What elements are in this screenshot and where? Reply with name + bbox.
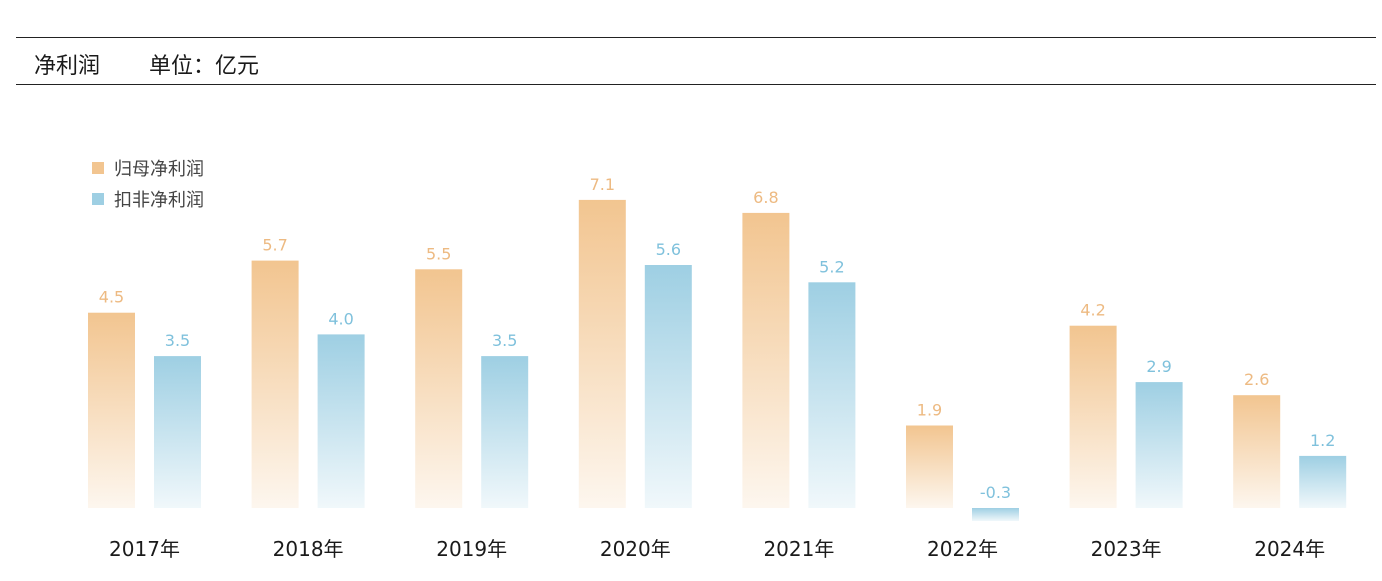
bar-2023-series-2 [1135,382,1183,508]
value-label-2024-series-2: 1.2 [1310,431,1335,450]
legend-label-series-1: 归母净利润 [114,158,204,180]
bar-2018-series-1 [251,260,299,508]
bar-2020-series-1 [578,199,626,508]
x-tick-label-2018: 2018年 [273,537,344,561]
value-label-2018-series-2: 4.0 [328,309,353,328]
bar-2021-series-1 [742,212,790,508]
x-tick-label-2022: 2022年 [927,537,998,561]
value-label-2019-series-1: 5.5 [426,244,451,263]
x-tick-label-2020: 2020年 [600,537,671,561]
legend-swatch-series-1 [92,161,104,174]
legend-item-series-2: 扣非净利润 [92,183,204,214]
x-axis-labels-group: 2017年 2018年 2019年 2020年 2021年 2022年 2023年 2024年 [109,537,1325,561]
chart-header: 净利润 单位：亿元 [16,37,1376,85]
value-label-2022-series-1: 1.9 [917,401,942,420]
bar-2022-series-1 [906,425,953,508]
value-label-2020-series-1: 7.1 [590,175,615,194]
value-label-2023-series-2: 2.9 [1146,357,1171,376]
x-tick-label-2021: 2021年 [763,537,834,561]
value-label-2017-series-1: 4.5 [99,288,124,307]
legend: 归母净利润 扣非净利润 [92,152,204,214]
bar-2023-series-1 [1069,325,1117,508]
value-label-2021-series-1: 6.8 [753,188,778,207]
x-tick-label-2017: 2017年 [109,537,180,561]
bar-2017-series-2 [154,356,201,508]
legend-item-series-1: 归母净利润 [92,152,204,183]
value-label-2018-series-1: 5.7 [262,236,287,255]
bars-group [88,199,1347,521]
bar-2017-series-1 [88,312,135,508]
bar-2020-series-2 [644,265,692,508]
value-labels-group: 4.5 3.5 5.7 4.0 5.5 3.5 7.1 5.6 6.8 5.2 1.9 -0.3 4.2… [99,175,1336,502]
value-label-2021-series-2: 5.2 [819,257,844,276]
value-label-2024-series-1: 2.6 [1244,370,1269,389]
chart-title: 净利润 [34,54,101,79]
value-label-2019-series-2: 3.5 [492,331,517,350]
bar-2021-series-2 [808,282,856,508]
bar-2019-series-2 [481,356,529,508]
bar-2022-series-2 [972,508,1019,521]
bar-2018-series-2 [317,334,365,508]
value-label-2023-series-1: 4.2 [1080,301,1105,320]
bar-2019-series-1 [415,269,463,508]
unit-label: 单位：亿元 [149,54,260,79]
legend-label-series-2: 扣非净利润 [114,189,204,211]
value-label-2020-series-2: 5.6 [656,240,681,259]
bar-2024-series-1 [1233,395,1281,508]
x-tick-label-2019: 2019年 [436,537,507,561]
legend-swatch-series-2 [92,192,104,205]
value-label-2022-series-2: -0.3 [980,483,1011,502]
value-label-2017-series-2: 3.5 [165,331,190,350]
bar-2024-series-2 [1299,455,1347,508]
x-tick-label-2024: 2024年 [1254,537,1325,561]
x-tick-label-2023: 2023年 [1091,537,1162,561]
